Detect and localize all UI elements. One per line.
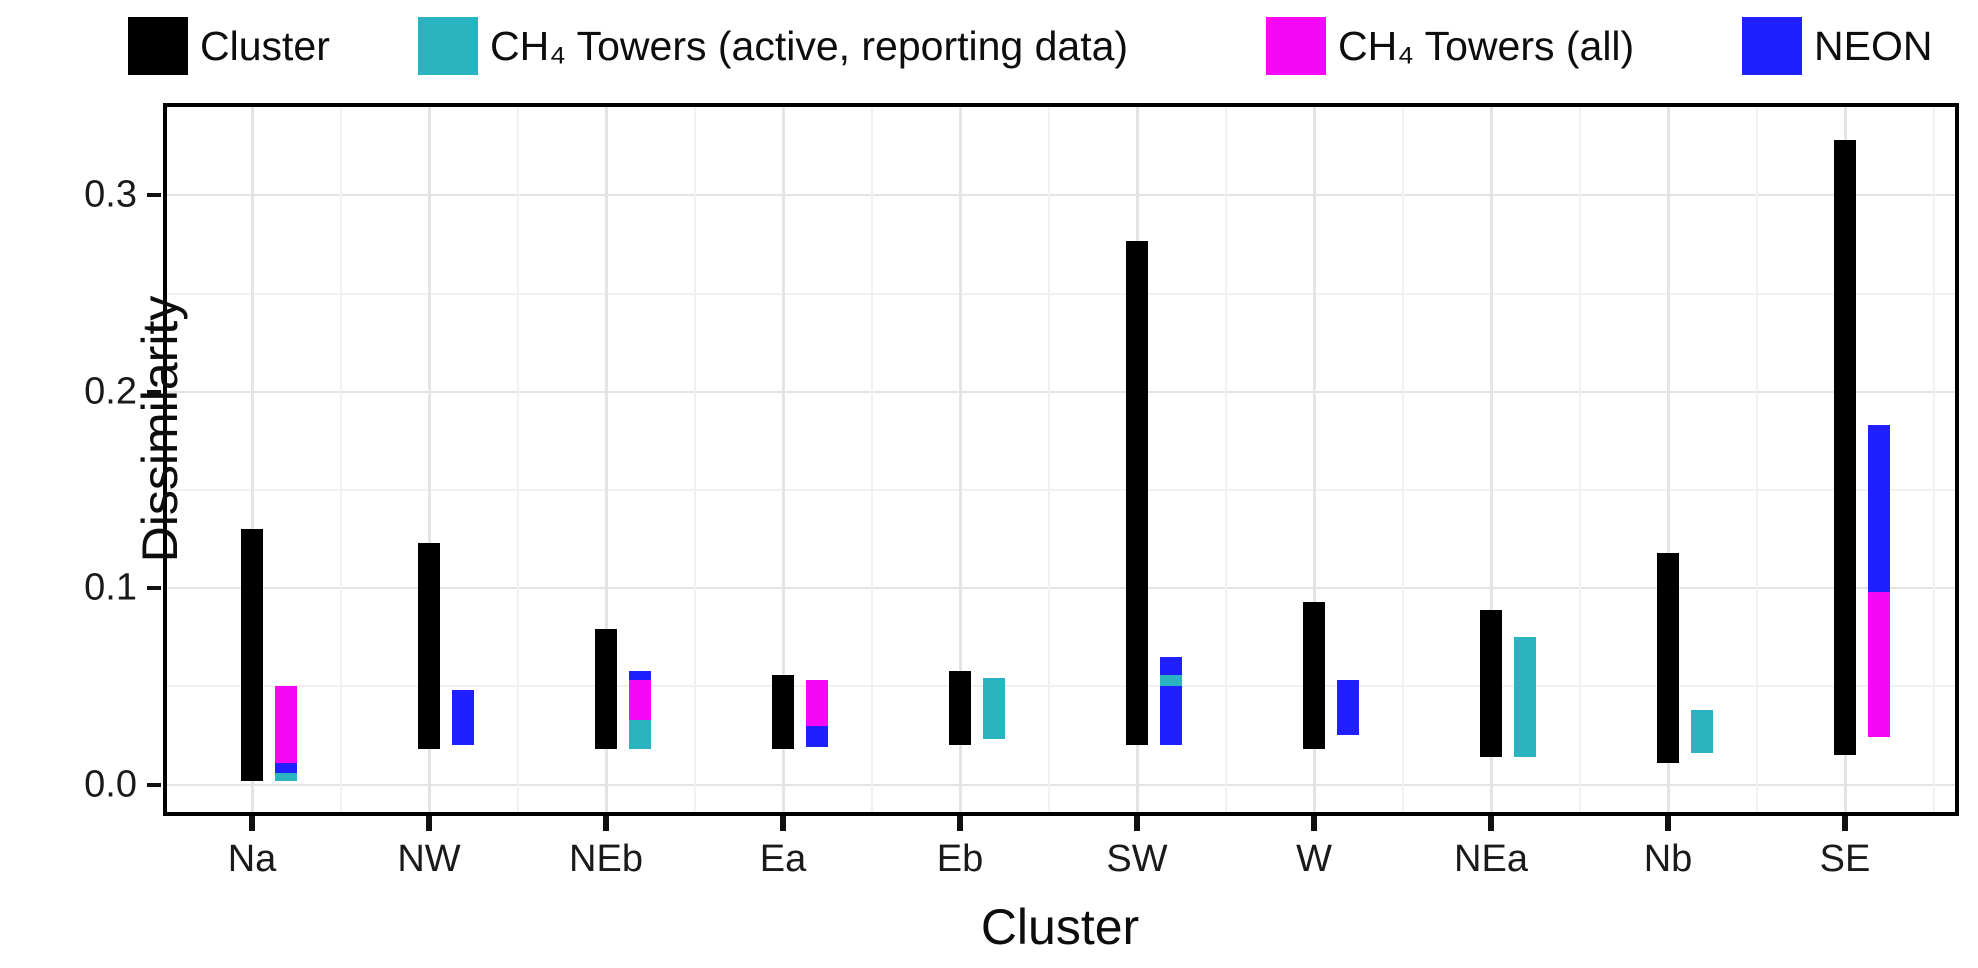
bar-ch4_all-Na <box>275 686 297 763</box>
x-tick-mark <box>1134 816 1140 831</box>
y-tick-label: 0.0 <box>84 763 137 805</box>
gridline-minor-x <box>870 107 873 812</box>
bar-ch4_all-Ea <box>806 680 828 726</box>
x-tick-mark <box>1488 816 1494 831</box>
bar-neon-SE <box>1868 425 1890 593</box>
x-tick-mark <box>780 816 786 831</box>
legend-label-ch4_all: CH₄ Towers (all) <box>1338 22 1635 69</box>
legend-swatch-ch4_active <box>418 17 478 75</box>
x-tick-label-Nb: Nb <box>1643 838 1693 880</box>
gridline-major-y <box>167 783 1955 786</box>
x-tick-mark <box>426 816 432 831</box>
bar-cluster-SW <box>1126 240 1148 746</box>
gridline-minor-x <box>693 107 696 812</box>
legend-item-cluster: Cluster <box>128 14 330 78</box>
gridline-minor-y <box>167 685 1955 688</box>
bar-cluster-Ea <box>772 674 794 750</box>
legend-label-ch4_active: CH₄ Towers (active, reporting data) <box>490 22 1129 69</box>
bar-ch4_active-NEb <box>629 719 651 750</box>
gridline-major-x <box>958 107 962 812</box>
bar-ch4_active-Na <box>275 772 297 781</box>
y-tick-mark <box>147 586 161 591</box>
bar-cluster-Eb <box>949 670 971 746</box>
gridline-major-x <box>427 107 431 812</box>
bar-neon-Ea <box>806 725 828 748</box>
gridline-major-x <box>781 107 785 812</box>
gridline-minor-x <box>516 107 519 812</box>
x-tick-label-Na: Na <box>227 838 277 880</box>
gridline-minor-x <box>1224 107 1227 812</box>
legend-item-neon: NEON <box>1742 14 1932 78</box>
x-tick-label-Eb: Eb <box>936 838 984 880</box>
x-tick-label-NEb: NEb <box>569 838 643 880</box>
y-tick-mark <box>147 389 161 394</box>
bar-cluster-NEb <box>595 629 617 750</box>
bar-cluster-NEa <box>1480 609 1502 757</box>
bar-neon-SW <box>1160 656 1182 746</box>
bar-neon-Na <box>275 762 297 773</box>
x-tick-mark <box>249 816 255 831</box>
gridline-minor-x <box>1401 107 1404 812</box>
y-tick-mark <box>147 782 161 787</box>
legend-item-ch4_active: CH₄ Towers (active, reporting data) <box>418 14 1128 78</box>
legend: Cluster CH₄ Towers (active, reporting dat… <box>0 0 1978 95</box>
x-tick-mark <box>603 816 609 831</box>
legend-label-neon: NEON <box>1814 22 1933 69</box>
x-tick-mark <box>957 816 963 831</box>
x-tick-label-SE: SE <box>1819 838 1871 880</box>
x-tick-mark <box>1311 816 1317 831</box>
gridline-minor-x <box>1578 107 1581 812</box>
bar-neon-NEb <box>629 670 651 681</box>
y-tick-label: 0.3 <box>84 173 137 216</box>
gridline-minor-y <box>167 488 1955 491</box>
bar-ch4_active-SW <box>1160 674 1182 687</box>
gridline-major-x <box>250 107 254 812</box>
gridline-major-x <box>1489 107 1493 812</box>
plot-area <box>163 103 1959 816</box>
x-tick-label-NEa: NEa <box>1454 838 1528 880</box>
gridline-major-y <box>167 194 1955 197</box>
bar-ch4_all-SE <box>1868 592 1890 738</box>
bar-cluster-W <box>1303 601 1325 750</box>
bar-ch4_all-NEb <box>629 680 651 720</box>
bar-neon-NW <box>452 690 474 746</box>
gridline-minor-x <box>1932 107 1935 812</box>
x-tick-label-NW: NW <box>397 838 461 880</box>
x-tick-label-SW: SW <box>1106 838 1168 880</box>
y-tick-label: 0.1 <box>84 566 137 609</box>
gridline-minor-y <box>167 292 1955 295</box>
y-axis-title: Dissimilarity <box>132 295 188 563</box>
x-tick-label-W: W <box>1296 838 1332 880</box>
bar-cluster-Nb <box>1657 552 1679 763</box>
gridline-major-x <box>1666 107 1670 812</box>
bar-ch4_active-NEa <box>1514 637 1536 757</box>
gridline-major-x <box>604 107 608 812</box>
bar-cluster-SE <box>1834 140 1856 756</box>
gridline-minor-x <box>1047 107 1050 812</box>
x-tick-mark <box>1665 816 1671 831</box>
legend-swatch-neon <box>1742 17 1802 75</box>
bar-cluster-Na <box>241 529 263 781</box>
legend-swatch-cluster <box>128 17 188 75</box>
bar-cluster-NW <box>418 542 440 750</box>
gridline-minor-x <box>1755 107 1758 812</box>
gridline-major-y <box>167 390 1955 393</box>
x-tick-label-Ea: Ea <box>759 838 807 880</box>
y-tick-mark <box>147 193 161 198</box>
gridline-major-x <box>1312 107 1316 812</box>
legend-item-ch4_all: CH₄ Towers (all) <box>1266 14 1634 78</box>
bar-neon-W <box>1337 680 1359 736</box>
bar-ch4_active-Nb <box>1691 709 1713 754</box>
y-tick-label: 0.2 <box>84 370 137 413</box>
bar-ch4_active-Eb <box>983 678 1005 740</box>
plot-grid <box>167 107 1955 812</box>
gridline-minor-x <box>339 107 342 812</box>
gridline-major-y <box>167 587 1955 590</box>
x-axis-title: Cluster <box>980 899 1140 955</box>
x-tick-mark <box>1842 816 1848 831</box>
legend-swatch-ch4_all <box>1266 17 1326 75</box>
legend-label-cluster: Cluster <box>200 22 330 69</box>
